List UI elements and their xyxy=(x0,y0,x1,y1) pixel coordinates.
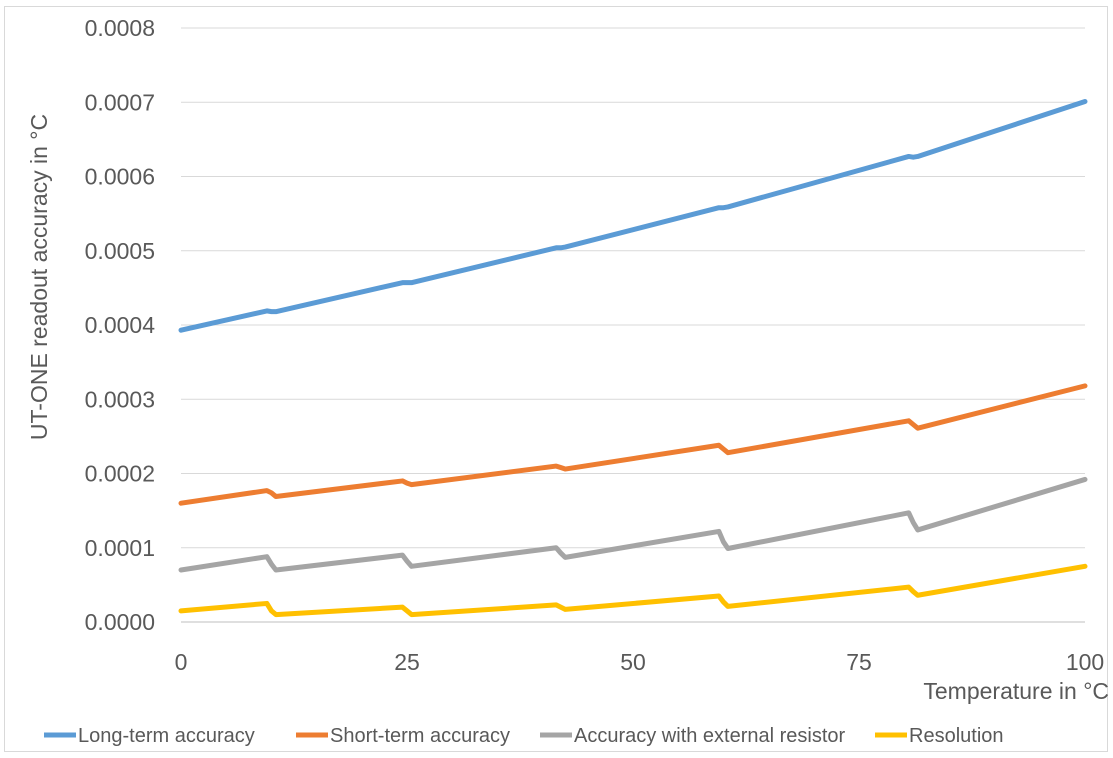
x-tick-label: 25 xyxy=(394,649,420,675)
x-tick-label: 50 xyxy=(620,649,646,675)
legend-label: Accuracy with external resistor xyxy=(574,725,846,747)
y-axis-title: UT-ONE readout accuracy in °C xyxy=(26,114,52,440)
x-tick-label: 75 xyxy=(846,649,872,675)
series-line-1 xyxy=(181,386,1085,503)
series-line-0 xyxy=(181,102,1085,331)
legend-label: Long-term accuracy xyxy=(78,725,255,747)
y-tick-label: 0.0003 xyxy=(85,386,155,412)
y-tick-label: 0.0006 xyxy=(85,164,155,190)
legend: Long-term accuracy Short-term accuracy Acc… xyxy=(44,725,1004,747)
x-axis-title: Temperature in °C xyxy=(923,678,1109,704)
y-tick-label: 0.0000 xyxy=(85,609,155,635)
series-lines xyxy=(181,102,1085,615)
series-line-3 xyxy=(181,566,1085,614)
y-tick-label: 0.0004 xyxy=(85,312,156,338)
y-tick-label: 0.0001 xyxy=(85,535,155,561)
x-axis-ticks: 0 25 50 75 100 xyxy=(175,649,1105,675)
y-tick-label: 0.0002 xyxy=(85,461,155,487)
x-tick-label: 0 xyxy=(175,649,188,675)
x-tick-label: 100 xyxy=(1066,649,1104,675)
y-tick-label: 0.0007 xyxy=(85,89,155,115)
gridlines xyxy=(181,28,1085,622)
y-axis-ticks: 0.0000 0.0001 0.0002 0.0003 0.0004 0.0005 0.00… xyxy=(85,15,156,635)
y-tick-label: 0.0005 xyxy=(85,238,155,264)
legend-label: Short-term accuracy xyxy=(330,725,510,747)
y-tick-label: 0.0008 xyxy=(85,15,155,41)
legend-label: Resolution xyxy=(909,725,1004,747)
